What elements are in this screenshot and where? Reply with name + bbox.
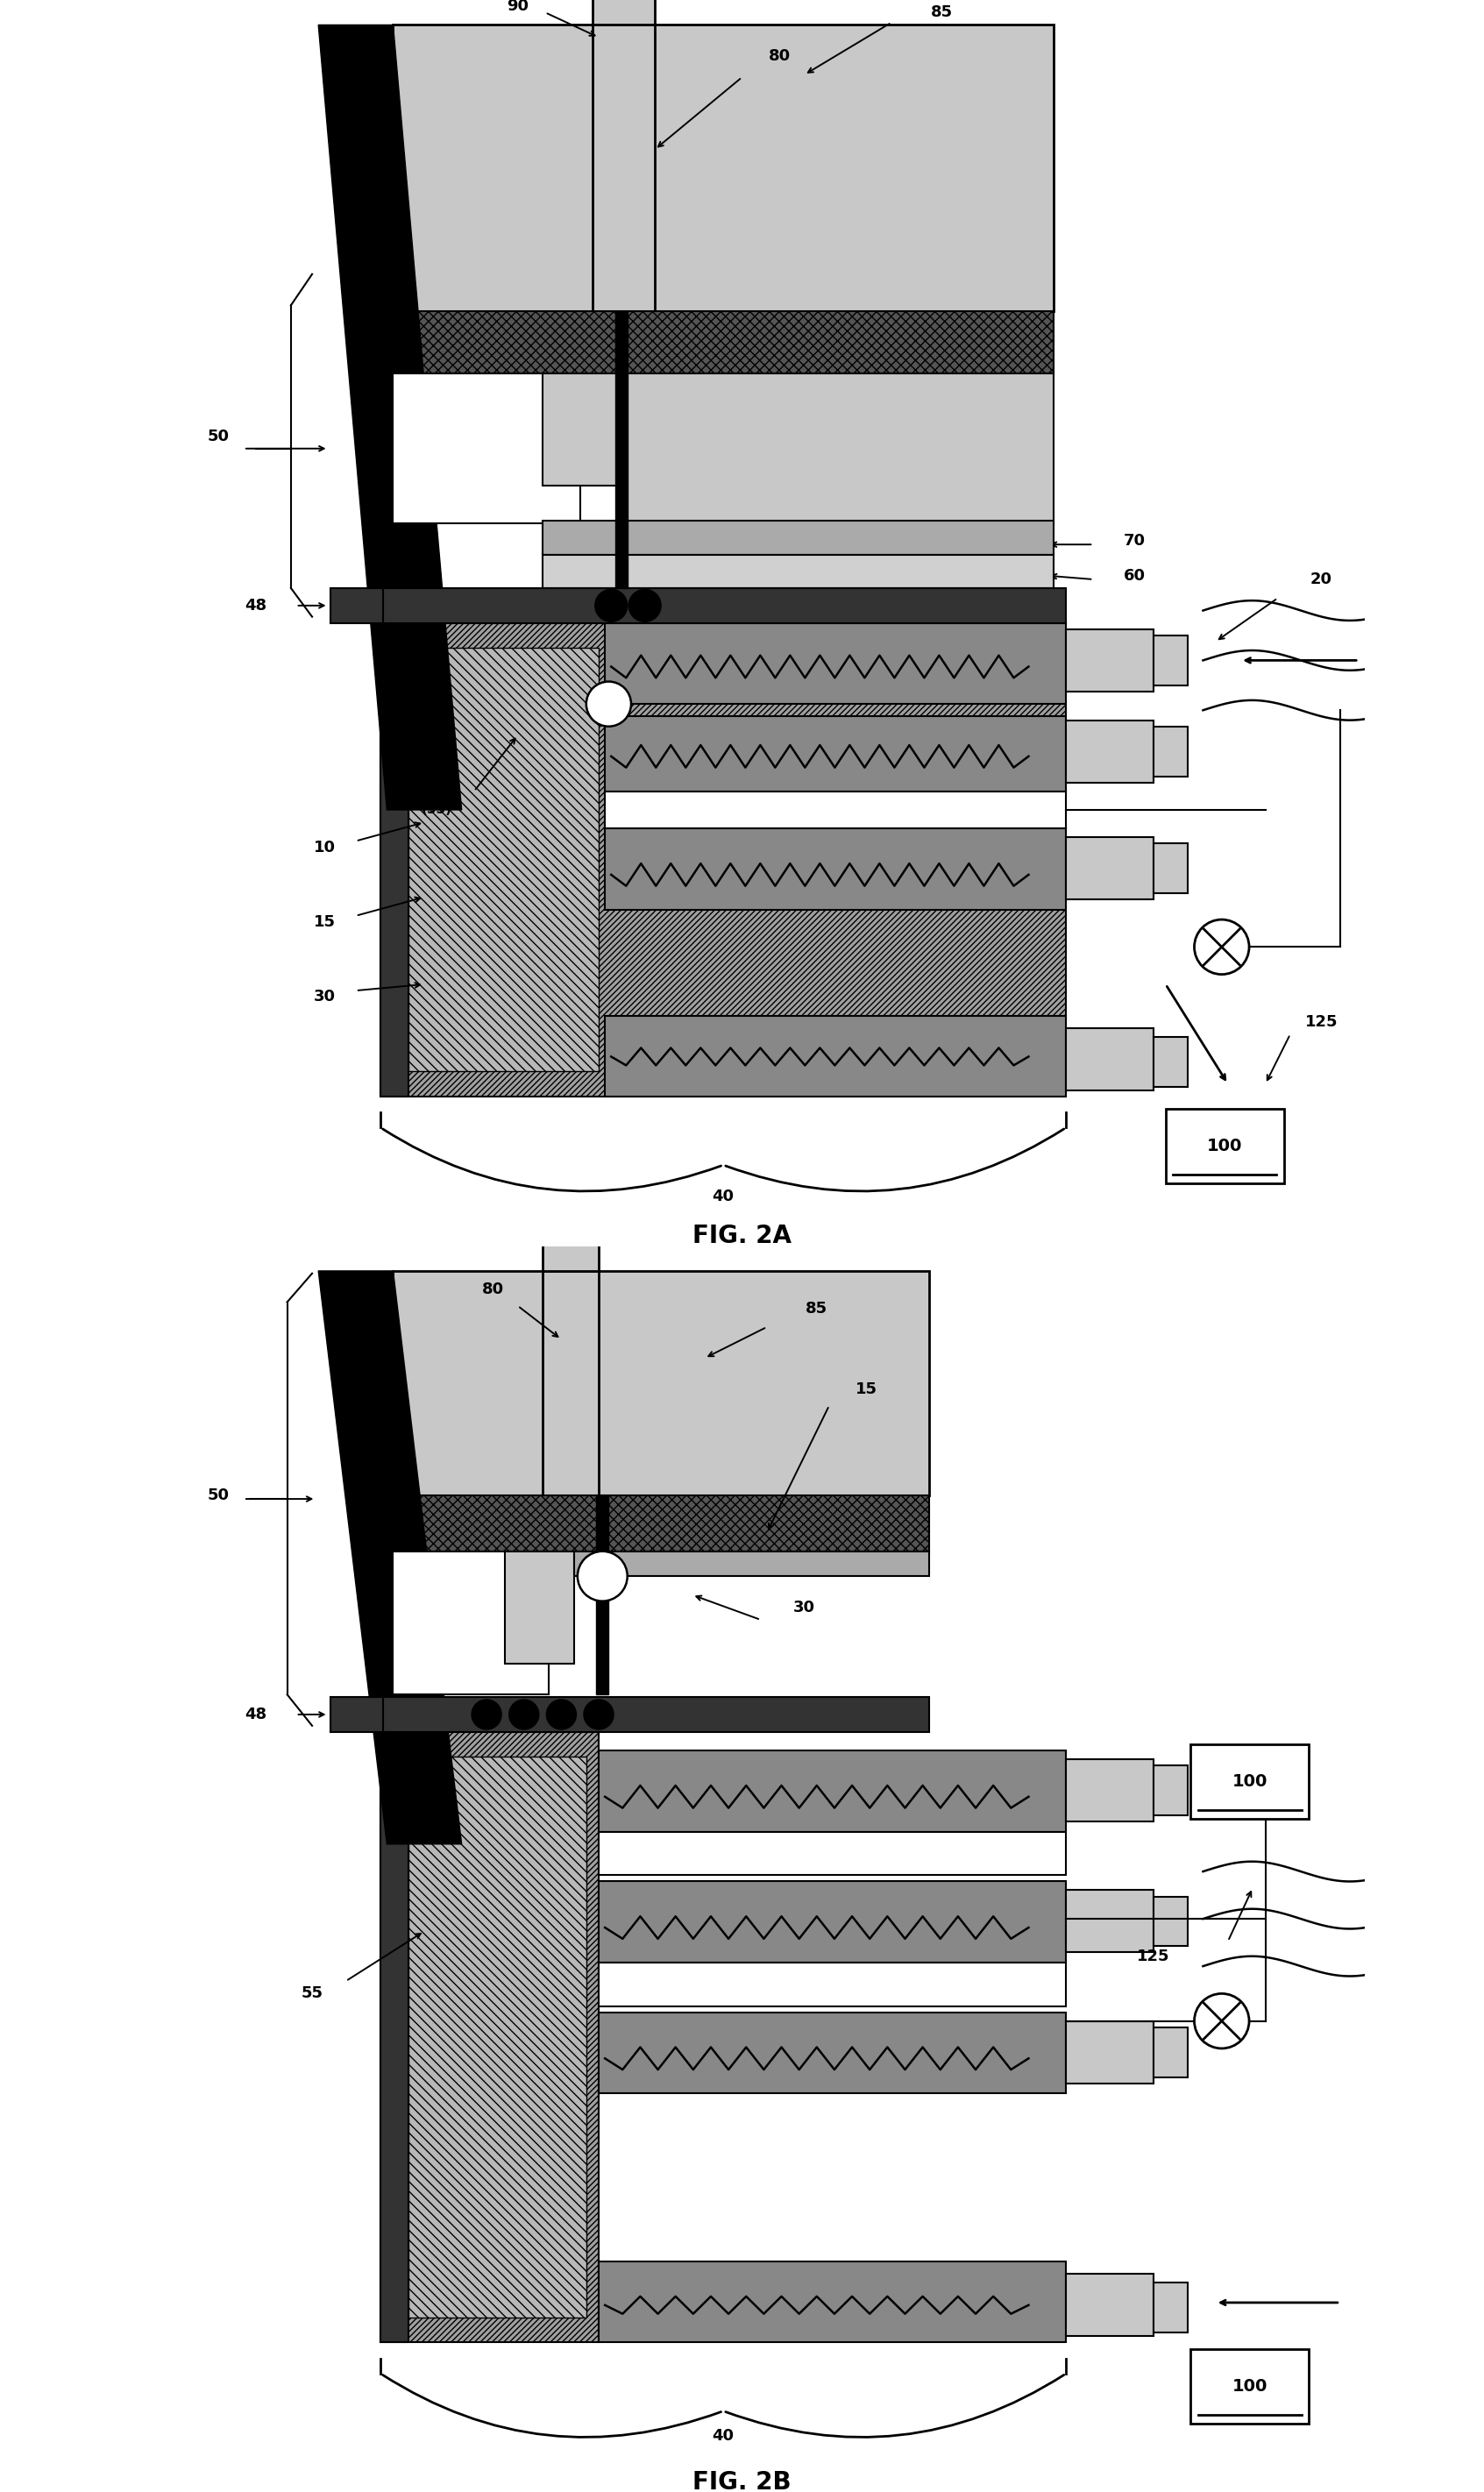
Bar [605,792,1066,827]
Bar [1066,720,1153,782]
Circle shape [595,591,628,623]
Bar [1066,2273,1153,2337]
Bar [605,827,1066,910]
Bar [1153,1037,1189,1087]
Bar [1153,1764,1189,1814]
Polygon shape [319,25,462,810]
Circle shape [472,1700,502,1729]
Text: FIG. 2B: FIG. 2B [693,2470,791,2492]
Text: 85: 85 [930,5,953,20]
Text: 48: 48 [245,598,267,613]
Text: FIG. 2A: FIG. 2A [693,1224,791,1248]
Bar [1153,842,1189,895]
Text: 50: 50 [208,429,230,444]
Text: 60: 60 [1123,568,1146,583]
Bar [393,25,1054,312]
Text: 40: 40 [712,2427,735,2445]
Circle shape [583,1700,614,1729]
Bar [543,1221,598,1271]
Circle shape [629,591,660,623]
Text: 20: 20 [1310,571,1333,588]
Bar [393,1495,929,1550]
Polygon shape [381,623,1066,1096]
Text: 80: 80 [769,47,791,65]
Bar [605,718,1066,792]
Text: 30: 30 [313,989,335,1004]
Bar [1066,1889,1153,1954]
Bar [1153,728,1189,778]
Text: 100: 100 [1232,1774,1267,1789]
Circle shape [1195,920,1250,974]
Text: 70: 70 [1123,533,1146,548]
Text: 15: 15 [856,1381,877,1398]
Bar [598,1749,1066,1832]
Text: 100: 100 [1232,2377,1267,2395]
Text: 55: 55 [301,1986,324,2001]
Bar [605,623,1066,703]
Bar [598,2014,1066,2093]
Text: 85: 85 [806,1301,828,1316]
Text: 10: 10 [313,840,335,855]
Bar [1165,1109,1284,1184]
Text: 15: 15 [313,915,335,930]
Text: 40: 40 [712,1189,735,1204]
Bar [598,1881,1066,1964]
Bar [1153,1896,1189,1946]
Bar [574,1550,929,1577]
Polygon shape [408,648,598,1072]
Text: 48: 48 [245,1707,267,1722]
Bar [381,588,1066,623]
Circle shape [509,1700,539,1729]
Bar [543,553,1054,588]
Bar [597,1495,608,1695]
Bar [592,25,654,312]
Bar [598,2263,1066,2342]
Text: 80: 80 [482,1281,503,1298]
Bar [1066,630,1153,690]
Bar [505,1550,574,1665]
Bar [543,521,1054,556]
Text: 90: 90 [506,0,528,15]
Bar [1066,837,1153,900]
Bar [331,1697,383,1732]
Bar [1066,1027,1153,1091]
Bar [1066,1759,1153,1822]
Bar [381,1732,408,2342]
Text: 125: 125 [1304,1014,1339,1029]
Text: 100: 100 [1206,1139,1242,1154]
Polygon shape [319,1271,462,1844]
Bar [393,1550,549,1695]
Text: 50: 50 [208,1488,230,1503]
Bar [331,588,383,623]
Polygon shape [408,1757,586,2318]
Bar [1153,635,1189,685]
Bar [393,374,580,523]
Bar [393,1271,929,1495]
Bar [1190,1744,1309,1819]
Bar [381,623,408,1096]
Text: 125: 125 [1137,1949,1169,1964]
Bar [1190,2347,1309,2422]
Text: 30: 30 [794,1600,815,1615]
Circle shape [586,683,631,728]
Bar [617,374,1054,523]
Bar [381,1732,598,2342]
Bar [1066,2021,1153,2083]
Bar [592,0,654,25]
Bar [543,374,617,486]
Circle shape [577,1550,628,1600]
Bar [381,1697,929,1732]
Bar [543,1271,598,1495]
Text: (55): (55) [421,802,453,817]
Bar [598,1964,1066,2006]
Bar [1153,2283,1189,2333]
Circle shape [1195,1994,1250,2048]
Circle shape [546,1700,576,1729]
Bar [393,312,1054,374]
Bar [605,1017,1066,1096]
Bar [598,1832,1066,1874]
Bar [614,312,628,588]
Bar [1153,2028,1189,2078]
